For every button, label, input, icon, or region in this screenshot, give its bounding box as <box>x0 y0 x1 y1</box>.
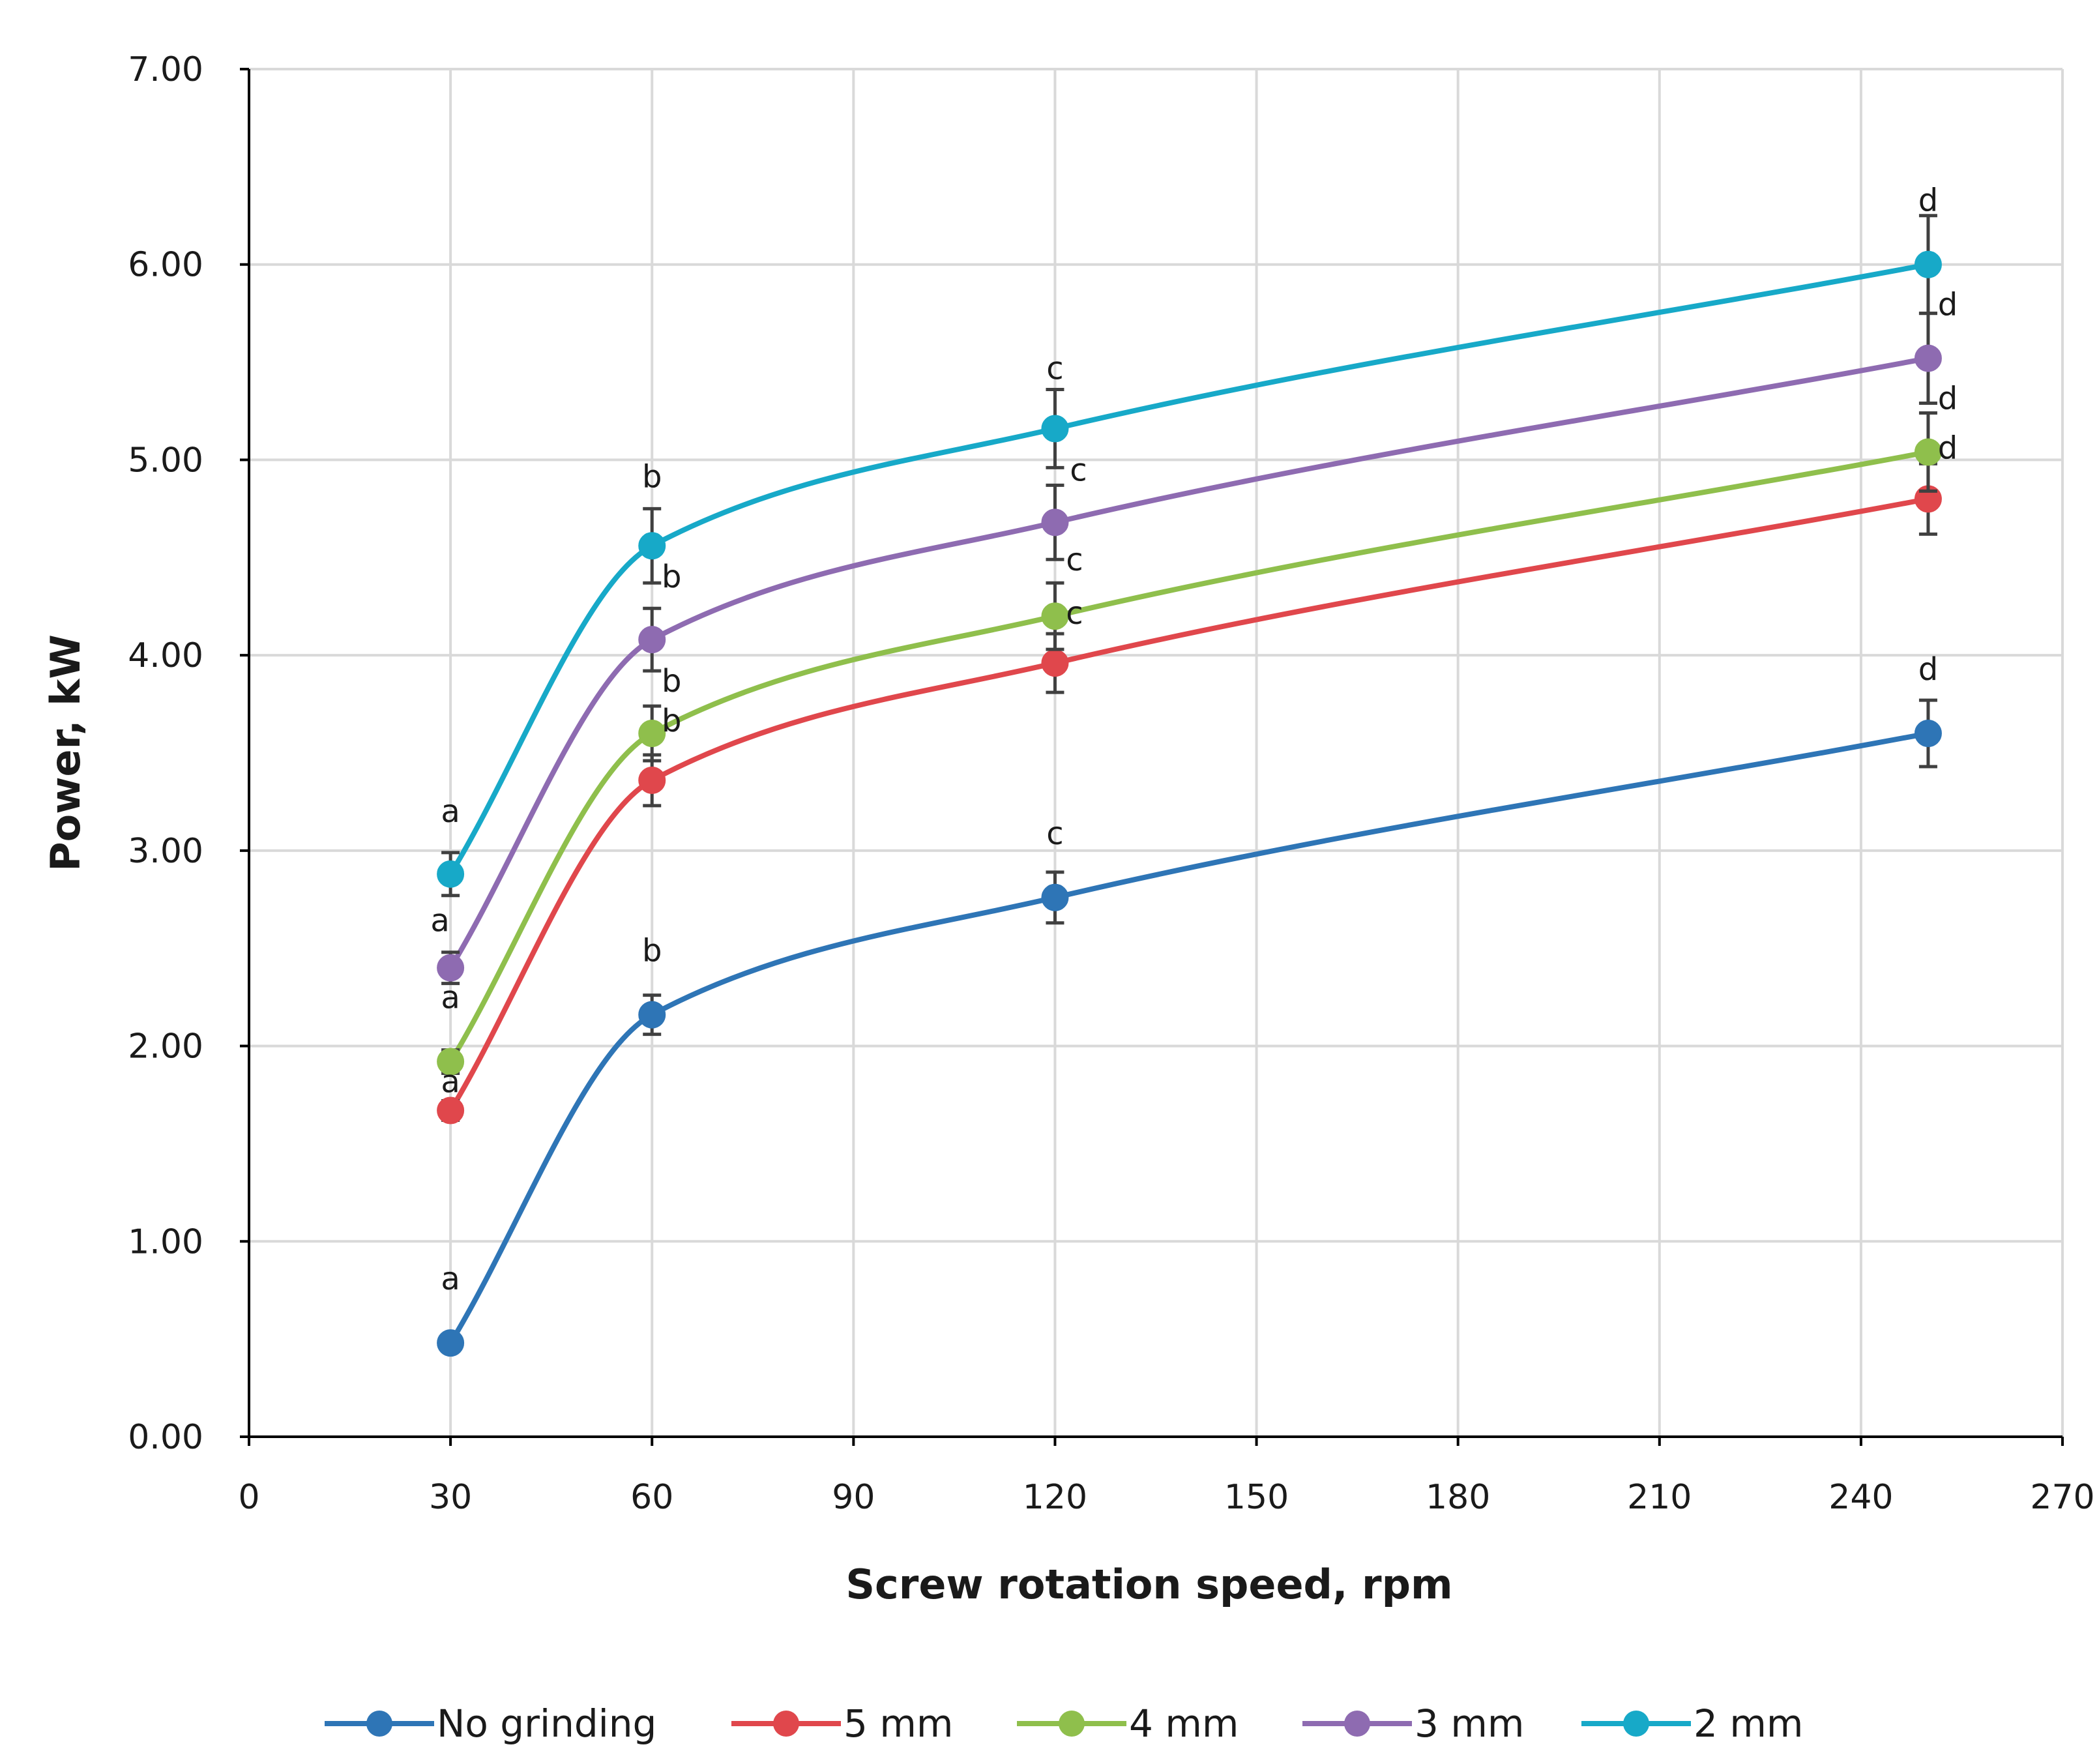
legend-label: 2 mm <box>1694 1701 1803 1746</box>
data-point-2-mm <box>437 860 465 888</box>
legend-item-no-grinding: No grinding <box>325 1701 656 1746</box>
x-tick-label: 90 <box>832 1478 875 1517</box>
legend-label: No grinding <box>437 1701 656 1746</box>
y-tick-label: 5.00 <box>128 441 203 480</box>
legend-item-3-mm: 3 mm <box>1302 1701 1524 1746</box>
data-point-no-grinding <box>1914 720 1942 748</box>
legend-label: 4 mm <box>1129 1701 1239 1746</box>
data-point-3-mm <box>638 626 666 654</box>
legend-item-5-mm: 5 mm <box>731 1701 953 1746</box>
data-point-5-mm <box>638 766 666 794</box>
y-tick-label: 1.00 <box>128 1222 203 1261</box>
y-tick-label: 3.00 <box>128 832 203 871</box>
significance-letter: a <box>430 903 449 939</box>
x-tick-label: 120 <box>1023 1478 1087 1517</box>
legend-item-4-mm: 4 mm <box>1017 1701 1239 1746</box>
data-point-4-mm <box>437 1048 465 1076</box>
data-point-2-mm <box>638 532 666 560</box>
series-line-3-mm <box>448 355 1931 971</box>
y-axis-title: Power, kW <box>42 634 89 872</box>
data-point-4-mm <box>638 720 666 748</box>
significance-letter: c <box>1066 595 1083 632</box>
x-tick-label: 270 <box>2030 1478 2094 1517</box>
grid-layer <box>249 68 2064 1437</box>
data-point-3-mm <box>437 954 465 982</box>
x-tick-label: 150 <box>1224 1478 1289 1517</box>
series-line-4-mm <box>448 449 1931 1065</box>
legend-label: 5 mm <box>844 1701 953 1746</box>
significance-letter: a <box>441 1063 460 1100</box>
series-line-5-mm <box>448 496 1931 1113</box>
x-tick-label: 180 <box>1426 1478 1490 1517</box>
data-point-no-grinding <box>437 1329 465 1357</box>
significance-letter: c <box>1066 542 1083 578</box>
x-tick-label: 210 <box>1627 1478 1692 1517</box>
significance-letter: c <box>1046 816 1063 852</box>
x-tick-label: 60 <box>630 1478 673 1517</box>
x-tick-label: 30 <box>429 1478 472 1517</box>
data-point-2-mm <box>1041 415 1069 443</box>
axis-layer: 0.00 1.00 2.00 3.00 4.00 5.00 6.00 7.00 0 30 60 90 1… <box>42 50 2095 1608</box>
significance-letter: d <box>1938 430 1958 466</box>
significance-letter: d <box>1938 287 1958 323</box>
significance-letter: d <box>1918 651 1938 688</box>
data-point-5-mm <box>1041 649 1069 677</box>
significance-letter: b <box>642 458 662 495</box>
data-point-4-mm <box>1914 438 1942 466</box>
data-point-5-mm <box>437 1096 465 1125</box>
significance-letter: b <box>662 559 681 595</box>
significance-letter: d <box>1938 380 1958 417</box>
significance-letter: d <box>1918 183 1938 219</box>
legend-swatch-marker <box>1059 1711 1085 1737</box>
y-tick-label: 2.00 <box>128 1027 203 1066</box>
legend-label: 3 mm <box>1415 1701 1524 1746</box>
significance-letter: b <box>642 933 662 969</box>
significance-letter: a <box>441 1261 460 1297</box>
legend-swatch-marker <box>1623 1711 1649 1737</box>
y-tick-label: 6.00 <box>128 246 203 285</box>
series-line-2-mm <box>448 261 1931 877</box>
data-point-3-mm <box>1914 344 1942 372</box>
legend-swatch-marker <box>366 1711 392 1737</box>
data-point-3-mm <box>1041 508 1069 537</box>
x-tick-label: 240 <box>1828 1478 1893 1517</box>
y-tick-label: 4.00 <box>128 636 203 675</box>
data-point-no-grinding <box>1041 883 1069 911</box>
legend-item-2-mm: 2 mm <box>1581 1701 1803 1746</box>
x-axis-title: Screw rotation speed, rpm <box>845 1561 1452 1608</box>
y-tick-label: 0.00 <box>128 1418 203 1457</box>
significance-letter: c <box>1070 452 1087 488</box>
series-line-no-grinding <box>448 731 1931 1346</box>
significance-letter: a <box>441 980 460 1016</box>
significance-letter: b <box>662 703 681 739</box>
significance-letter: b <box>662 663 681 699</box>
data-point-4-mm <box>1041 602 1069 630</box>
legend-swatch-marker <box>1344 1711 1370 1737</box>
legend: No grinding 5 mm 4 mm 3 mm 2 mm <box>325 1701 1803 1746</box>
data-point-2-mm <box>1914 250 1942 278</box>
x-tick-label: 0 <box>238 1478 259 1517</box>
legend-swatch-marker <box>773 1711 799 1737</box>
data-point-no-grinding <box>638 1001 666 1029</box>
significance-letter: c <box>1046 350 1063 387</box>
y-tick-label: 7.00 <box>128 50 203 89</box>
significance-letter: a <box>441 793 460 830</box>
series-layer <box>437 214 1942 1357</box>
label-layer: a b c d a b c d a b c d a b c d a b c d <box>430 183 1958 1297</box>
